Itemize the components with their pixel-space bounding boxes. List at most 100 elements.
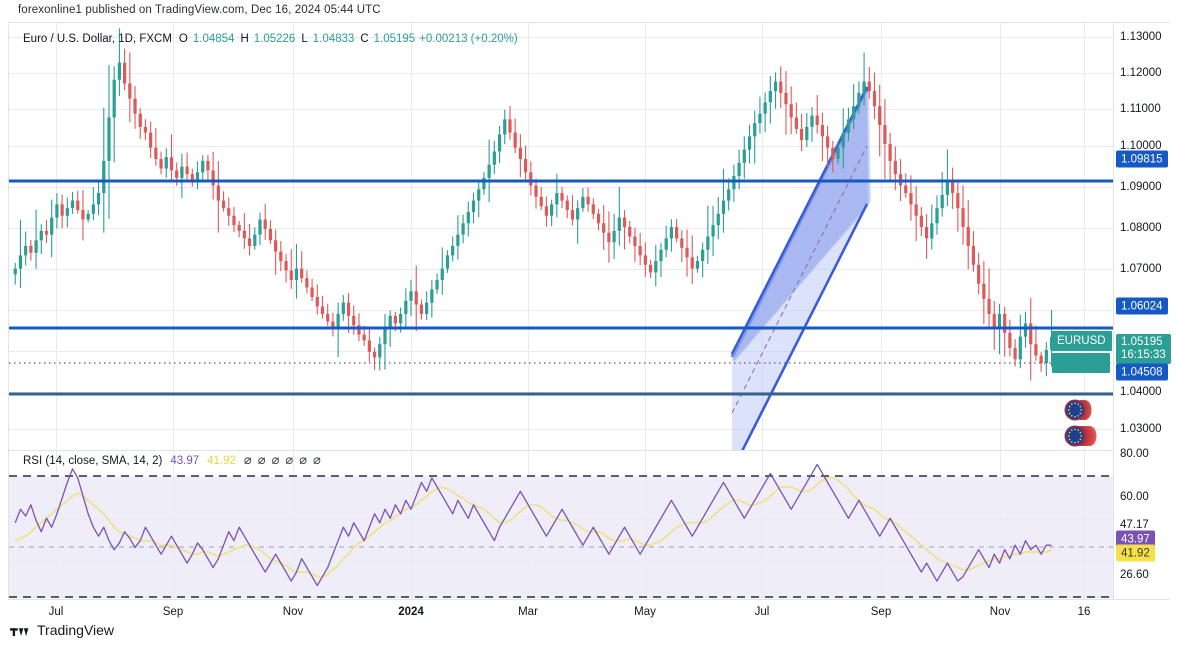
candle-body [211, 170, 215, 186]
rsi-axis-tick-0: 80.00 [1120, 448, 1149, 460]
candle-body [1013, 347, 1017, 360]
candle-body [846, 119, 851, 133]
price-levels[interactable] [9, 179, 1113, 396]
candle-body [518, 147, 522, 160]
eurusd-price-tag[interactable] [1052, 353, 1110, 373]
candle-body [471, 200, 476, 212]
candle-body [107, 117, 111, 161]
candle-body [930, 223, 934, 239]
candle-body [372, 351, 377, 358]
candle-body [669, 227, 674, 239]
candle-body [284, 261, 288, 271]
candle-body [560, 193, 564, 201]
axis-tick-label: 1.07000 [1120, 263, 1162, 275]
candle-body [794, 117, 798, 129]
candle-body [1034, 344, 1038, 356]
rsi-line [14, 463, 1052, 587]
candle-body [122, 62, 127, 84]
candle-body [810, 115, 814, 127]
candle-body [310, 287, 314, 297]
axis-tick-label: 1.03000 [1120, 423, 1162, 435]
candle-body [503, 119, 507, 135]
candle-body [862, 81, 866, 93]
time-axis-tick-1: Sep [162, 606, 184, 618]
candle-body [398, 313, 403, 324]
candle-body [206, 160, 210, 171]
candle-body [576, 208, 580, 220]
price-axis-badge-1.05195[interactable]: 1.05195 16:15:33 [1116, 334, 1171, 364]
price-gridlines-vertical [56, 23, 1085, 450]
eu-flag-icon [1066, 427, 1084, 445]
candle-body [570, 210, 575, 220]
candle-body [633, 236, 637, 246]
rsi-sma-line [14, 476, 1052, 578]
rsi-pane[interactable]: RSI (14, close, SMA, 14, 2) 43.97 41.92 … [9, 451, 1113, 599]
candle-body [638, 245, 642, 256]
candle-body [550, 204, 554, 216]
candle-body [831, 147, 835, 160]
candle-body [596, 213, 601, 224]
eurusd-symbol-tag[interactable]: EURUSD [1051, 331, 1112, 351]
candle-body [112, 79, 116, 118]
candle-body [294, 268, 299, 280]
badge-label: 1.06024 [1121, 300, 1163, 312]
candle-body [852, 106, 856, 120]
price-axis[interactable]: 1.13000 1.12000 1.11000 1.10000 1.09000 1.080… [1113, 23, 1171, 599]
candle-body [779, 81, 783, 93]
candle-body [721, 200, 726, 214]
candle-body [91, 204, 95, 214]
price-chart-svg [9, 23, 1113, 450]
candle-body [227, 208, 231, 216]
candle-body [1018, 336, 1022, 360]
candle-body [419, 304, 424, 314]
published-header: forexonline1 published on TradingView.co… [0, 0, 1177, 20]
candle-body [383, 329, 387, 345]
candle-body [456, 234, 460, 246]
candle-body [289, 270, 293, 280]
candle-body [268, 228, 273, 241]
candle-body [508, 119, 512, 133]
candle-body [690, 257, 694, 269]
eu-event-badge-1[interactable] [1063, 398, 1092, 421]
eu-event-badge-2[interactable] [1063, 424, 1097, 447]
candle-body [643, 255, 647, 265]
candle-body [175, 170, 179, 178]
candle-body [753, 123, 757, 137]
candle-body [482, 177, 486, 190]
price-pane[interactable]: Euro / U.S. Dollar, 1D, FXCM O 1.04854 H… [9, 23, 1113, 450]
candle-body [789, 104, 793, 118]
candle-body [18, 255, 23, 269]
candle-body [591, 204, 595, 214]
rsi-axis-tick-3: 26.60 [1120, 569, 1149, 581]
candle-body [919, 215, 923, 228]
rsi-axis-badge-41.92[interactable]: 41.92 [1116, 544, 1155, 562]
candle-body [76, 200, 80, 211]
candle-body [768, 91, 772, 103]
price-axis-badge-1.06024[interactable]: 1.06024 [1116, 297, 1168, 315]
candle-body [154, 147, 158, 160]
candle-body [1039, 355, 1043, 364]
price-axis-badge-1.09815[interactable]: 1.09815 [1116, 150, 1168, 168]
candle-body [180, 166, 184, 178]
axis-tick-label: 60.00 [1120, 491, 1149, 503]
candle-body [466, 211, 470, 224]
candle-body [523, 159, 528, 173]
candle-body [716, 213, 720, 226]
axis-tick-label: 1.11000 [1120, 103, 1161, 115]
rsi-axis-badge-43.97[interactable]: 43.97 [1116, 530, 1155, 548]
candle-body [773, 81, 778, 92]
candle-body [539, 196, 543, 207]
candle-body [909, 193, 913, 205]
candle-body [39, 230, 43, 241]
candle-body [50, 217, 54, 235]
candle-body [940, 194, 944, 209]
candle-body [977, 264, 981, 284]
price-axis-tick-8: 1.04000 [1120, 386, 1162, 398]
price-axis-badge-1.04508[interactable]: 1.04508 [1116, 363, 1168, 381]
time-axis[interactable]: Jul Sep Nov 2024 Mar May Jul Sep Nov 16 [9, 599, 1170, 623]
candle-body [586, 196, 590, 205]
price-axis-tick-5: 1.08000 [1120, 222, 1162, 234]
candle-body [784, 92, 788, 105]
candle-body [232, 215, 236, 226]
candle-body [346, 302, 351, 316]
